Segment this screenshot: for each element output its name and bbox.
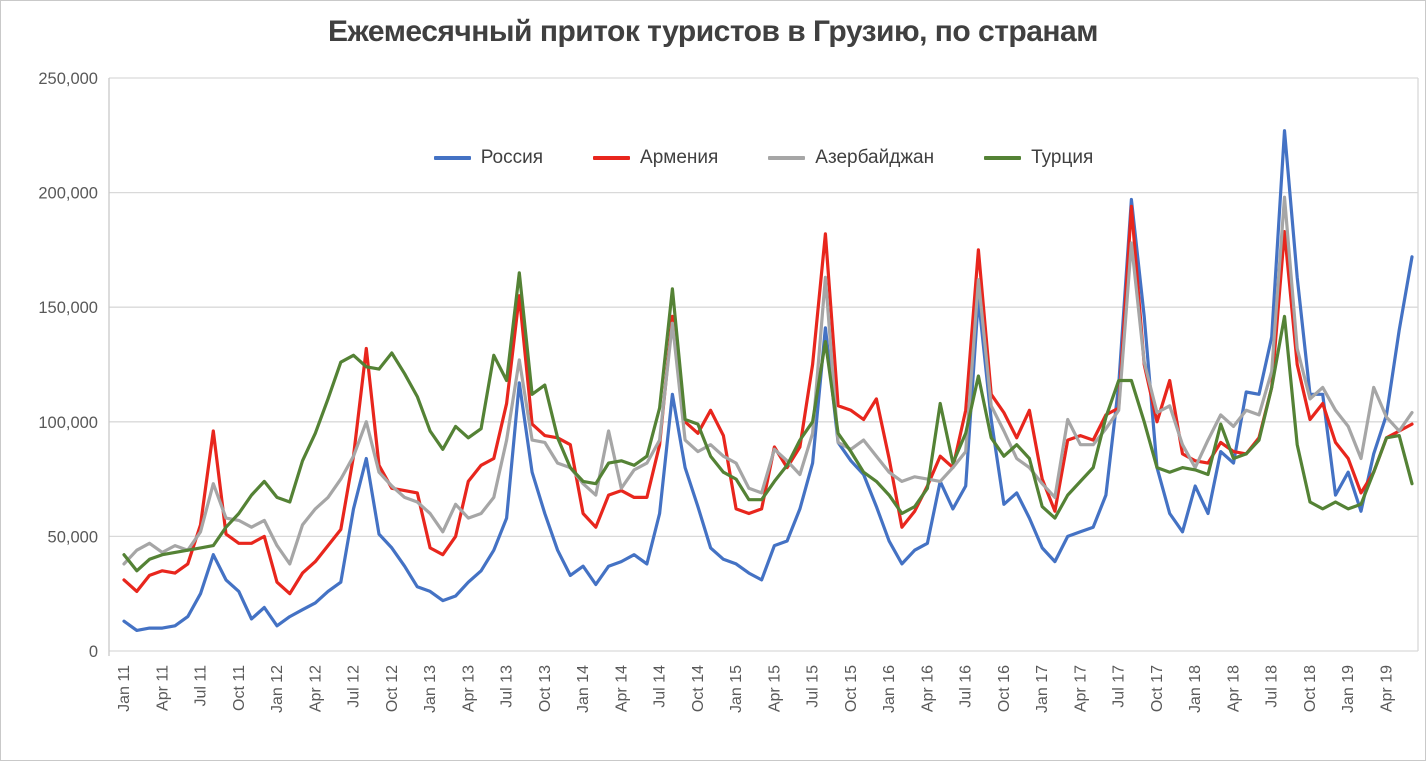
y-tick-label: 50,000	[48, 528, 98, 546]
x-tick-label: Oct 17	[1149, 665, 1166, 712]
x-tick-label: Apr 17	[1072, 665, 1089, 712]
x-axis-tick-labels: Jan 11 Apr 11 Jul 11 Oct 11 Jan 12 Apr 12 Jul …	[116, 665, 1395, 713]
x-tick-label: Jul 18	[1264, 665, 1281, 708]
x-tick-label: Apr 16	[919, 665, 936, 712]
chart-legend: Россия Армения Азербайджан Турция	[109, 147, 1418, 169]
y-axis-tick-labels: 0 50,000 100,000 150,000 200,000 250,000	[38, 70, 98, 661]
legend-line-swatch-azerbaijan	[768, 156, 806, 160]
x-tick-label: Jul 14	[652, 665, 669, 708]
x-tick-label: Jul 17	[1111, 665, 1128, 708]
x-tick-label: Apr 11	[154, 665, 171, 711]
legend-item-turkey: Турция	[984, 147, 1093, 169]
legend-item-armenia: Армения	[593, 147, 718, 169]
x-tick-label: Jan 11	[116, 665, 133, 712]
x-tick-label: Apr 15	[766, 665, 783, 712]
x-tick-label: Oct 15	[843, 665, 860, 712]
x-tick-label: Jan 16	[881, 665, 898, 713]
x-tick-label: Jan 15	[728, 665, 745, 713]
x-tick-label: Oct 14	[690, 665, 707, 712]
y-tick-label: 100,000	[38, 414, 98, 432]
legend-line-swatch-turkey	[984, 156, 1022, 160]
x-tick-label: Jul 12	[346, 665, 363, 708]
x-tick-label: Oct 18	[1302, 665, 1319, 712]
legend-item-russia: Россия	[433, 147, 544, 169]
series-line-azerbaijan	[122, 195, 1414, 566]
legend-label: Азербайджан	[815, 147, 935, 168]
x-tick-label: Jul 13	[499, 665, 516, 708]
x-tick-label: Oct 16	[996, 665, 1013, 712]
x-tick-label: Oct 12	[384, 665, 401, 712]
x-tick-label: Apr 12	[307, 665, 324, 712]
x-tick-label: Jan 17	[1034, 665, 1051, 713]
x-tick-label: Jul 16	[958, 665, 975, 708]
legend-label: Турция	[1031, 147, 1094, 168]
x-tick-label: Jan 18	[1187, 665, 1204, 713]
x-tick-label: Apr 18	[1225, 665, 1242, 712]
y-tick-label: 200,000	[38, 185, 98, 203]
x-tick-label: Jan 12	[269, 665, 286, 713]
legend-label: Армения	[640, 147, 719, 168]
x-tick-label: Apr 19	[1378, 665, 1395, 712]
x-tick-label: Jan 13	[422, 665, 439, 713]
y-tick-label: 0	[89, 643, 98, 661]
x-tick-label: Jan 14	[575, 665, 592, 713]
legend-label: Россия	[480, 147, 544, 168]
series-line-armenia	[122, 204, 1414, 596]
y-tick-label: 250,000	[38, 70, 98, 88]
x-tick-label: Oct 13	[537, 665, 554, 712]
legend-item-azerbaijan: Азербайджан	[768, 147, 934, 169]
legend-line-swatch-russia	[433, 156, 471, 160]
gridlines	[109, 77, 1418, 652]
series-line-turkey	[122, 271, 1414, 573]
series-line-russia	[122, 129, 1414, 633]
x-tick-label: Apr 13	[460, 665, 477, 712]
x-tick-label: Jul 11	[193, 665, 210, 707]
y-tick-label: 150,000	[38, 299, 98, 317]
x-tick-label: Apr 14	[613, 665, 630, 712]
legend-line-swatch-armenia	[593, 156, 631, 160]
x-tick-label: Jan 19	[1340, 665, 1357, 713]
chart-title: Ежемесячный приток туристов в Грузию, по…	[328, 15, 1098, 48]
x-tick-label: Oct 11	[231, 665, 248, 711]
x-tick-label: Jul 15	[805, 665, 822, 708]
